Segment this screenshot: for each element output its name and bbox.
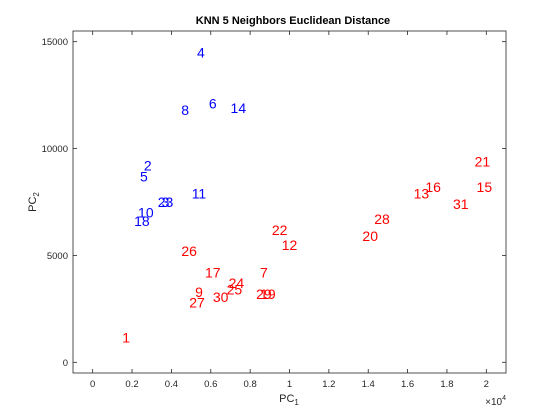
point-label-1: 1 <box>122 330 130 346</box>
plot-area <box>72 30 507 374</box>
point-label-7: 7 <box>260 265 268 281</box>
point-label-30: 30 <box>213 289 229 305</box>
point-label-17: 17 <box>205 265 221 281</box>
x-tick-label: 1 <box>287 379 292 390</box>
point-label-13: 13 <box>414 185 430 201</box>
point-label-2: 2 <box>144 158 152 174</box>
point-label-5: 5 <box>140 168 148 184</box>
x-axis-ticks: 0 0.2 0.4 0.6 0.8 1 1.2 1.4 1.6 1.8 2 <box>90 31 489 390</box>
x-tick-label: 0.6 <box>204 379 217 390</box>
point-label-15: 15 <box>477 179 493 195</box>
point-label-6: 6 <box>209 96 217 112</box>
x-axis-label-subscript: 1 <box>294 398 299 407</box>
x-tick-label: 1.8 <box>440 379 453 390</box>
x-tick-label: 1.6 <box>401 379 414 390</box>
point-label-21: 21 <box>475 153 491 169</box>
x-tick-label: 2 <box>484 379 489 390</box>
y-tick-label: 15000 <box>42 37 68 48</box>
y-tick-label: 10000 <box>42 144 68 155</box>
x-axis-exponent: ×104 <box>485 395 506 408</box>
point-label-11: 11 <box>192 185 207 201</box>
x-axis-label-main: PC <box>279 393 294 405</box>
x-tick-label: 1.2 <box>322 379 335 390</box>
point-label-29: 29 <box>256 286 272 302</box>
point-label-9: 9 <box>195 284 203 300</box>
point-label-8: 8 <box>181 102 189 118</box>
y-axis-label-subscript: 2 <box>32 192 41 197</box>
y-tick-label: 0 <box>63 358 68 369</box>
x-axis-exponent-base: ×10 <box>485 397 502 408</box>
y-axis-label-main: PC <box>27 197 39 212</box>
point-label-20: 20 <box>362 228 378 244</box>
x-tick-label: 0.2 <box>125 379 138 390</box>
data-points: 1234567891011121314151617181920212223242… <box>122 44 492 345</box>
point-label-10: 10 <box>138 205 154 221</box>
point-label-24: 24 <box>229 275 245 291</box>
point-label-12: 12 <box>282 237 298 253</box>
point-label-3: 3 <box>162 194 170 210</box>
point-label-14: 14 <box>231 100 247 116</box>
y-axis-ticks: 0 5000 10000 15000 <box>42 37 506 369</box>
point-label-31: 31 <box>453 196 469 212</box>
point-label-23: 23 <box>158 194 174 210</box>
point-label-4: 4 <box>197 44 205 60</box>
point-label-27: 27 <box>189 294 205 310</box>
x-axis-exponent-power: 4 <box>502 395 506 402</box>
point-label-19: 19 <box>260 286 276 302</box>
point-label-28: 28 <box>374 211 390 227</box>
y-tick-label: 5000 <box>47 251 68 262</box>
point-label-26: 26 <box>181 243 197 259</box>
point-label-18: 18 <box>134 213 150 229</box>
x-tick-label: 1.4 <box>362 379 375 390</box>
point-label-22: 22 <box>272 222 288 238</box>
x-tick-label: 0.4 <box>165 379 178 390</box>
x-axis-label: PC1 <box>279 393 299 407</box>
x-tick-label: 0 <box>90 379 95 390</box>
x-tick-label: 0.8 <box>244 379 257 390</box>
point-label-25: 25 <box>227 282 243 298</box>
point-label-16: 16 <box>425 179 441 195</box>
y-axis-label: PC2 <box>27 192 41 212</box>
chart-title: KNN 5 Neighbors Euclidean Distance <box>196 15 390 27</box>
